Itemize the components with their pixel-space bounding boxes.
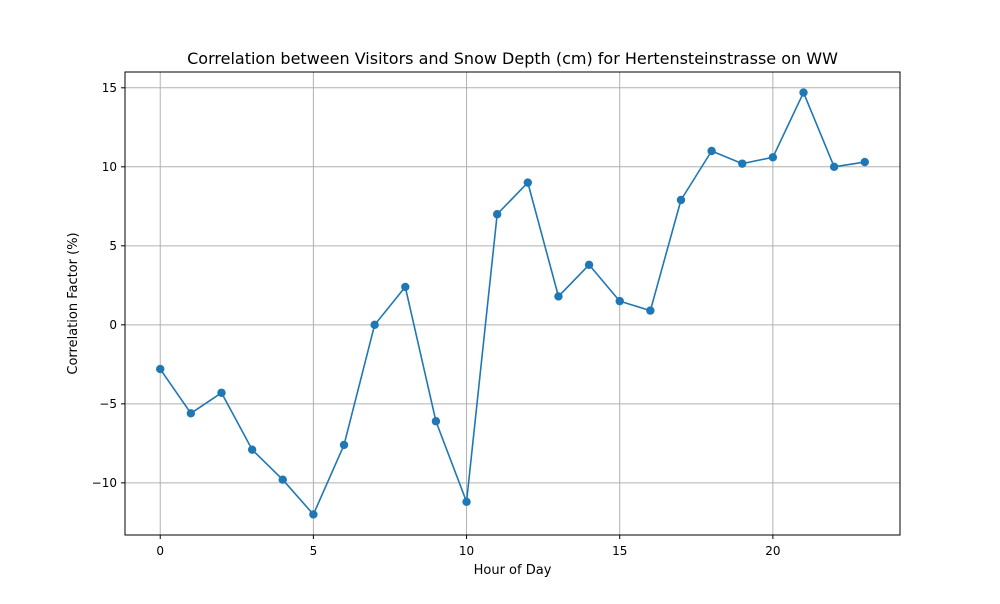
data-point xyxy=(217,388,226,397)
data-point xyxy=(860,157,869,167)
plot-area-frame xyxy=(124,71,901,536)
x-tick-label: 15 xyxy=(612,544,627,558)
data-point xyxy=(309,510,318,519)
y-tick-label: 5 xyxy=(109,239,117,253)
data-point xyxy=(584,260,594,269)
data-point xyxy=(768,153,778,162)
data-point xyxy=(462,497,471,507)
data-point xyxy=(738,159,747,168)
y-tick-label: 0 xyxy=(109,318,117,332)
chart-title: Correlation between Visitors and Snow De… xyxy=(187,49,838,68)
data-point xyxy=(492,210,502,219)
data-point xyxy=(431,417,441,426)
data-point xyxy=(615,296,624,306)
data-point xyxy=(646,306,655,315)
data-point xyxy=(707,146,716,156)
data-point xyxy=(370,320,379,330)
data-point xyxy=(523,178,533,187)
ticks-layer: 0 5 10 15 20 −10 −5 0 5 10 15 xyxy=(92,81,781,558)
data-point xyxy=(278,475,287,484)
data-point xyxy=(676,195,686,205)
y-tick-label: 15 xyxy=(102,81,117,95)
y-tick-label: 10 xyxy=(102,160,117,174)
data-point xyxy=(401,282,410,292)
y-tick-label: −10 xyxy=(92,476,117,490)
data-point xyxy=(829,162,839,172)
data-point xyxy=(186,409,196,418)
x-tick-label: 0 xyxy=(156,544,164,558)
x-axis-label: Hour of Day xyxy=(474,563,552,578)
data-point xyxy=(339,440,349,450)
data-point xyxy=(247,445,257,454)
data-point xyxy=(156,364,165,374)
series-layer xyxy=(156,88,869,519)
y-axis-label: Correlation Factor (%) xyxy=(66,232,81,374)
grid-layer xyxy=(125,72,900,535)
y-tick-label: −5 xyxy=(99,397,117,411)
data-point xyxy=(554,292,563,301)
series-line xyxy=(159,91,865,516)
x-tick-label: 5 xyxy=(310,544,318,558)
data-point xyxy=(799,88,808,97)
x-tick-label: 10 xyxy=(459,544,474,558)
x-tick-label: 20 xyxy=(765,544,780,558)
